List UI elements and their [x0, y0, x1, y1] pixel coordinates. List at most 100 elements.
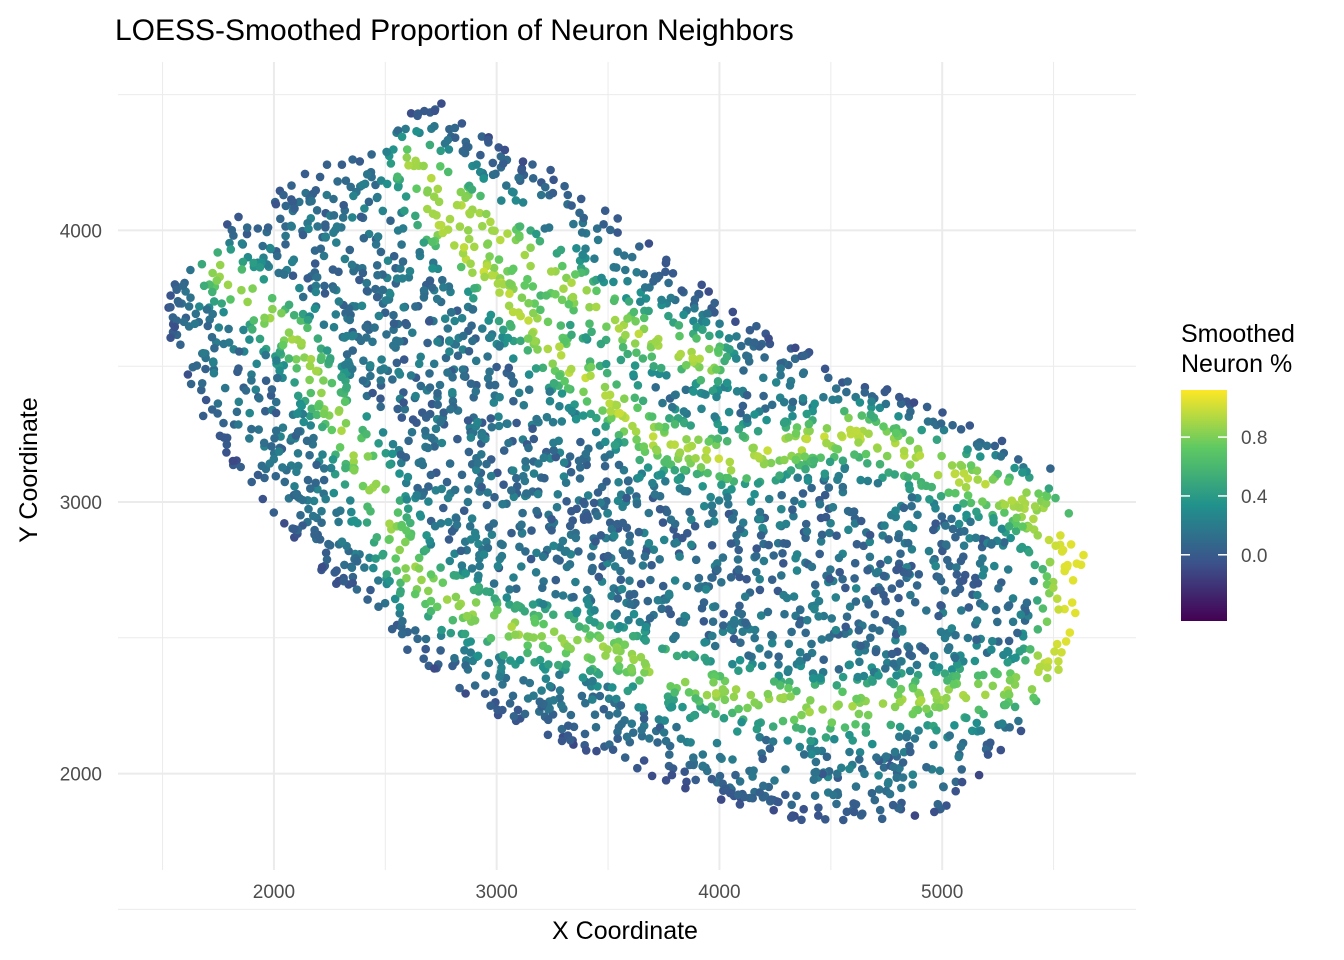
data-point — [543, 344, 553, 354]
data-point — [345, 245, 355, 255]
data-point — [845, 660, 854, 669]
data-point — [239, 325, 248, 335]
data-point — [890, 747, 900, 757]
data-point — [508, 691, 518, 701]
data-point — [374, 576, 383, 585]
data-point — [223, 220, 232, 229]
data-point — [201, 395, 211, 405]
data-point — [717, 578, 726, 587]
data-point — [832, 681, 842, 690]
data-point — [691, 454, 700, 463]
data-point — [898, 773, 908, 782]
data-point — [395, 603, 405, 612]
data-point — [681, 783, 690, 793]
data-point — [679, 310, 688, 320]
data-point — [759, 781, 768, 791]
data-point — [362, 170, 372, 179]
data-point — [450, 133, 460, 142]
data-point — [532, 414, 541, 424]
data-point — [321, 232, 330, 242]
data-point — [632, 499, 642, 509]
data-point — [702, 690, 712, 700]
data-point — [1051, 541, 1060, 550]
data-point — [1004, 689, 1013, 698]
data-point — [931, 504, 940, 513]
data-point — [951, 777, 961, 787]
data-point — [1050, 647, 1059, 656]
data-point — [636, 579, 646, 589]
data-point — [249, 258, 258, 268]
data-point — [565, 452, 575, 461]
data-point — [788, 397, 798, 407]
data-point — [471, 387, 481, 396]
data-point — [530, 299, 539, 308]
data-point — [591, 302, 601, 312]
data-point — [997, 524, 1007, 534]
data-point — [614, 655, 623, 664]
data-point — [420, 106, 429, 116]
data-point — [764, 650, 773, 659]
data-point — [777, 490, 786, 500]
data-point — [496, 539, 506, 549]
data-point — [910, 597, 920, 607]
data-point — [938, 408, 947, 417]
data-point — [381, 485, 390, 494]
data-point — [712, 738, 722, 748]
data-point — [278, 340, 288, 350]
data-point — [612, 400, 622, 410]
data-point — [248, 325, 257, 334]
data-point — [401, 564, 410, 573]
data-point — [555, 342, 564, 352]
data-point — [400, 404, 410, 414]
data-point — [563, 384, 573, 393]
data-point — [298, 309, 308, 319]
data-point — [567, 201, 576, 210]
data-point — [721, 784, 731, 794]
data-point — [610, 611, 620, 620]
data-point — [461, 661, 470, 670]
data-point — [372, 292, 382, 302]
data-point — [956, 425, 966, 434]
data-point — [770, 776, 779, 785]
data-point — [541, 674, 551, 683]
data-point — [991, 605, 1001, 615]
data-point — [412, 184, 421, 193]
data-point — [366, 507, 375, 516]
data-point — [945, 731, 954, 740]
data-point — [404, 436, 413, 446]
data-point — [789, 511, 798, 521]
data-point — [915, 451, 925, 460]
data-point — [643, 463, 653, 472]
data-point — [708, 508, 717, 518]
data-point — [1049, 583, 1058, 592]
data-point — [515, 232, 524, 242]
data-point — [473, 417, 482, 427]
data-point — [317, 562, 327, 572]
data-point — [573, 635, 582, 645]
data-point — [428, 209, 438, 218]
data-point — [305, 411, 315, 421]
data-point — [402, 573, 411, 583]
data-point — [273, 251, 282, 261]
data-point — [860, 388, 870, 397]
data-point — [562, 497, 571, 506]
data-point — [882, 451, 892, 461]
data-point — [792, 550, 802, 559]
data-point — [423, 204, 432, 214]
data-point — [575, 622, 584, 631]
data-point — [948, 524, 958, 534]
data-point — [359, 356, 368, 366]
data-point — [725, 344, 734, 354]
data-point — [612, 263, 621, 272]
data-point — [457, 119, 467, 128]
data-point — [278, 423, 288, 433]
data-point — [571, 414, 581, 424]
data-point — [719, 609, 728, 619]
data-point — [505, 585, 514, 594]
data-point — [556, 351, 566, 360]
data-point — [966, 498, 976, 508]
data-point — [1024, 547, 1034, 557]
data-point — [718, 627, 728, 636]
data-point — [172, 285, 181, 295]
data-point — [922, 704, 931, 714]
